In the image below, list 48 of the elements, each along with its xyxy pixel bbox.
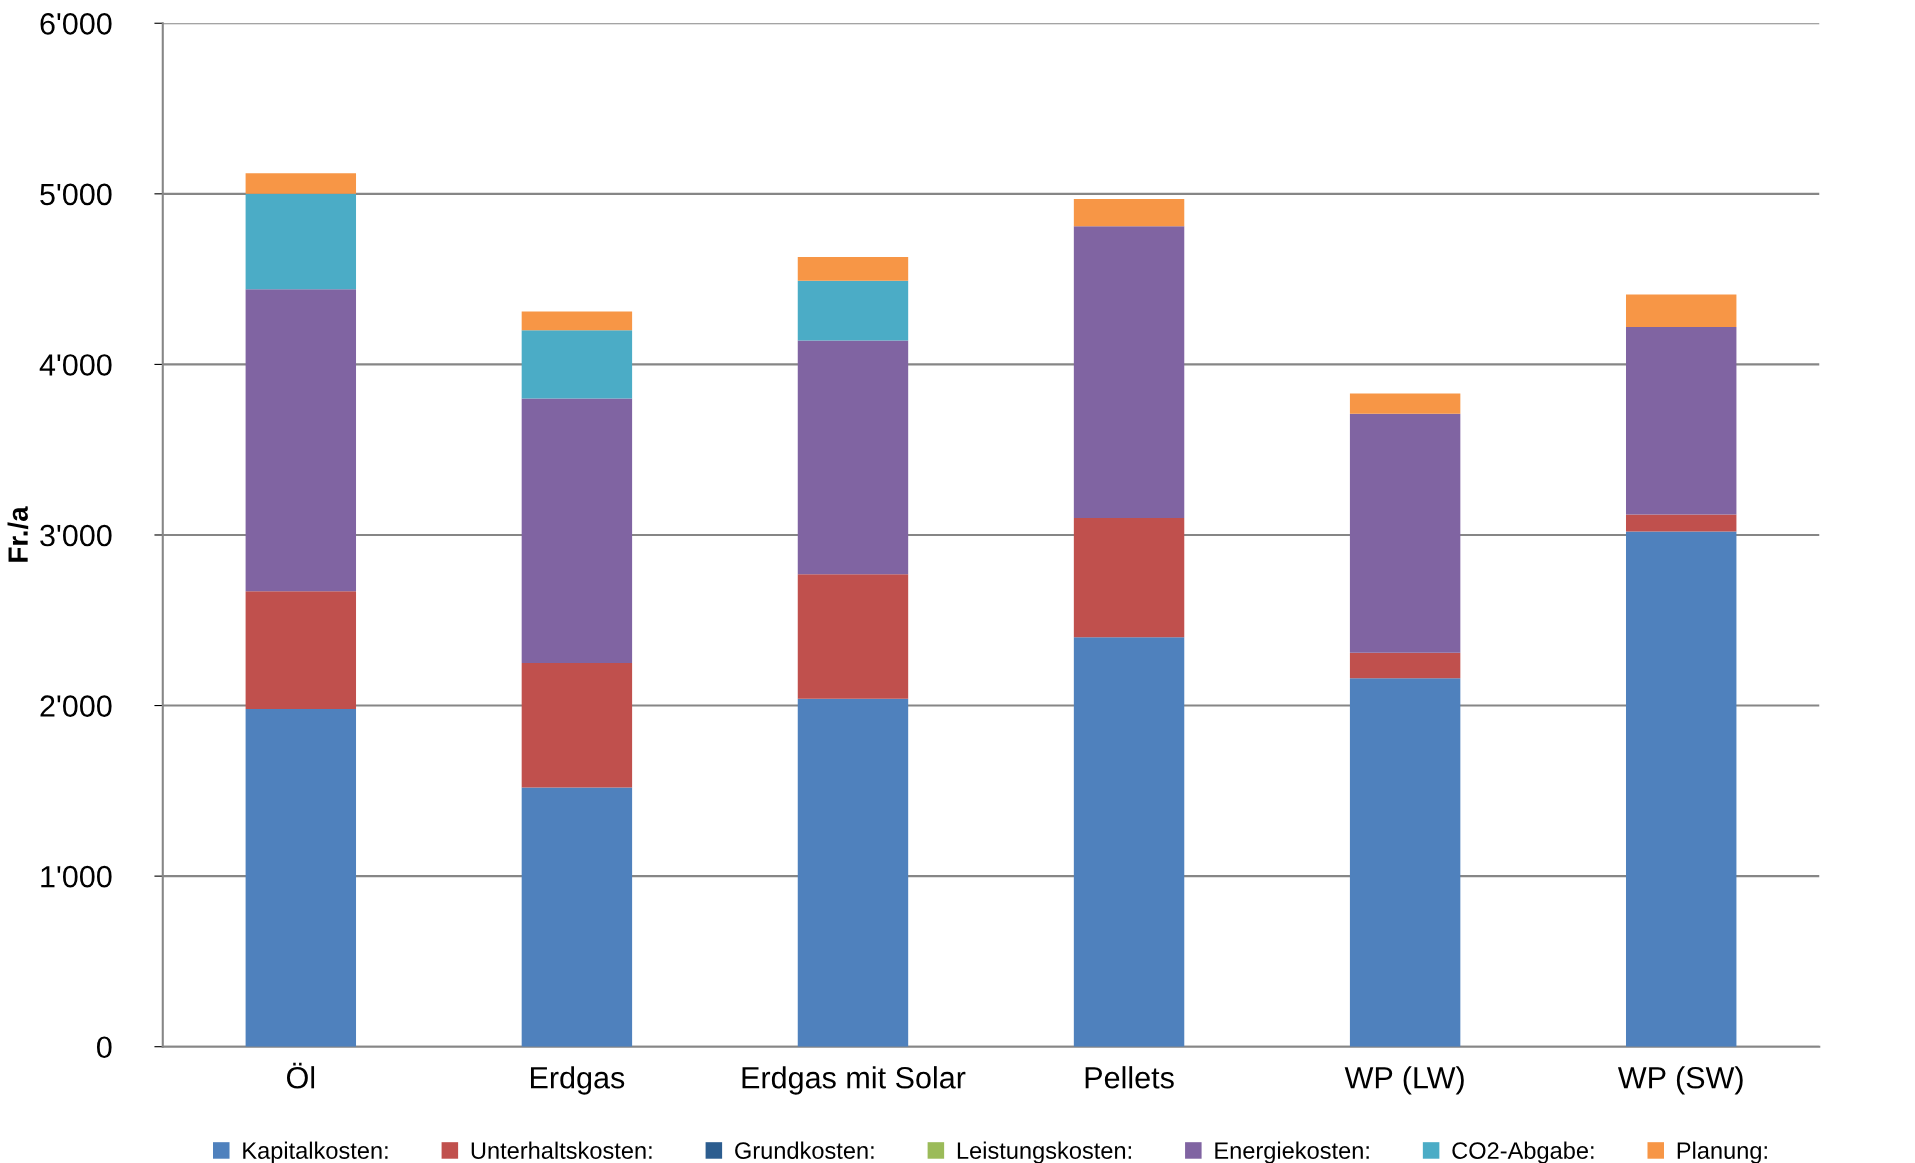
legend-label: Energiekosten:: [1215, 1141, 1369, 1163]
bar: [245, 591, 357, 709]
y-tick-label: 1'000: [41, 865, 112, 888]
bar: [521, 330, 633, 399]
bar: [1349, 652, 1461, 679]
y-tick-label: 4'000: [39, 354, 112, 376]
bar: [797, 280, 909, 341]
x-tick-label: WP (SW): [1617, 1066, 1743, 1095]
bar: [521, 662, 633, 788]
bar: [1625, 531, 1737, 1047]
bar: [797, 698, 909, 1047]
bar: [521, 787, 633, 1047]
bar: [797, 574, 909, 699]
bar: [1073, 637, 1185, 1047]
y-tick-label: 2'000: [40, 695, 112, 717]
legend-label: Unterhaltskosten:: [471, 1141, 652, 1159]
bar: [1073, 198, 1185, 227]
legend-label: Planung:: [1677, 1141, 1767, 1163]
bar: [1073, 517, 1185, 638]
y-tick-label: 3'000: [40, 524, 112, 547]
legend-label: CO2-Abgabe:: [1452, 1141, 1594, 1163]
x-tick-label: Erdgas: [531, 1066, 625, 1095]
bar: [521, 398, 633, 663]
bar: [797, 340, 909, 575]
bar: [1349, 413, 1461, 653]
y-tick-label: 6'000: [40, 13, 112, 35]
bar: [1073, 226, 1185, 518]
x-tick-label: Pellets: [1085, 1066, 1174, 1089]
x-tick-label: Öl: [286, 1062, 315, 1089]
bar: [245, 708, 357, 1047]
bar: [1349, 393, 1461, 414]
legend-label: Grundkosten:: [735, 1141, 874, 1159]
bar: [1349, 678, 1461, 1047]
y-axis-title: Fr./a: [7, 506, 29, 562]
bar: [797, 256, 909, 281]
bar: [1625, 326, 1737, 515]
bar: [1625, 514, 1737, 532]
y-tick-label: 0: [96, 1036, 112, 1059]
bar: [245, 173, 357, 194]
bar: [245, 289, 357, 592]
legend-label: Leistungskosten:: [957, 1141, 1131, 1163]
bar: [245, 193, 357, 290]
x-tick-label: Erdgas mit Solar: [742, 1066, 966, 1095]
y-tick-label: 5'000: [40, 183, 112, 206]
x-tick-label: WP (LW): [1344, 1066, 1464, 1095]
bar: [1625, 294, 1737, 327]
bar: [521, 311, 633, 331]
legend-label: Kapitalkosten:: [243, 1141, 388, 1163]
